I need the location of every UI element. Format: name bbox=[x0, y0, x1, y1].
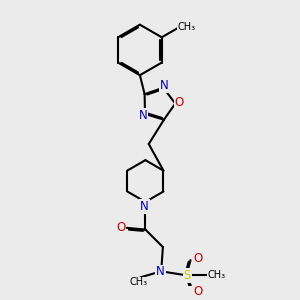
Text: N: N bbox=[160, 79, 169, 92]
Text: N: N bbox=[156, 266, 165, 278]
Text: N: N bbox=[139, 109, 147, 122]
Text: O: O bbox=[193, 285, 203, 298]
Text: CH₃: CH₃ bbox=[208, 270, 226, 280]
Text: O: O bbox=[175, 96, 184, 110]
Text: CH₃: CH₃ bbox=[130, 278, 148, 287]
Text: O: O bbox=[116, 221, 125, 234]
Text: S: S bbox=[184, 269, 191, 282]
Text: O: O bbox=[193, 252, 203, 265]
Text: CH₃: CH₃ bbox=[178, 22, 196, 32]
Text: N: N bbox=[140, 200, 149, 213]
